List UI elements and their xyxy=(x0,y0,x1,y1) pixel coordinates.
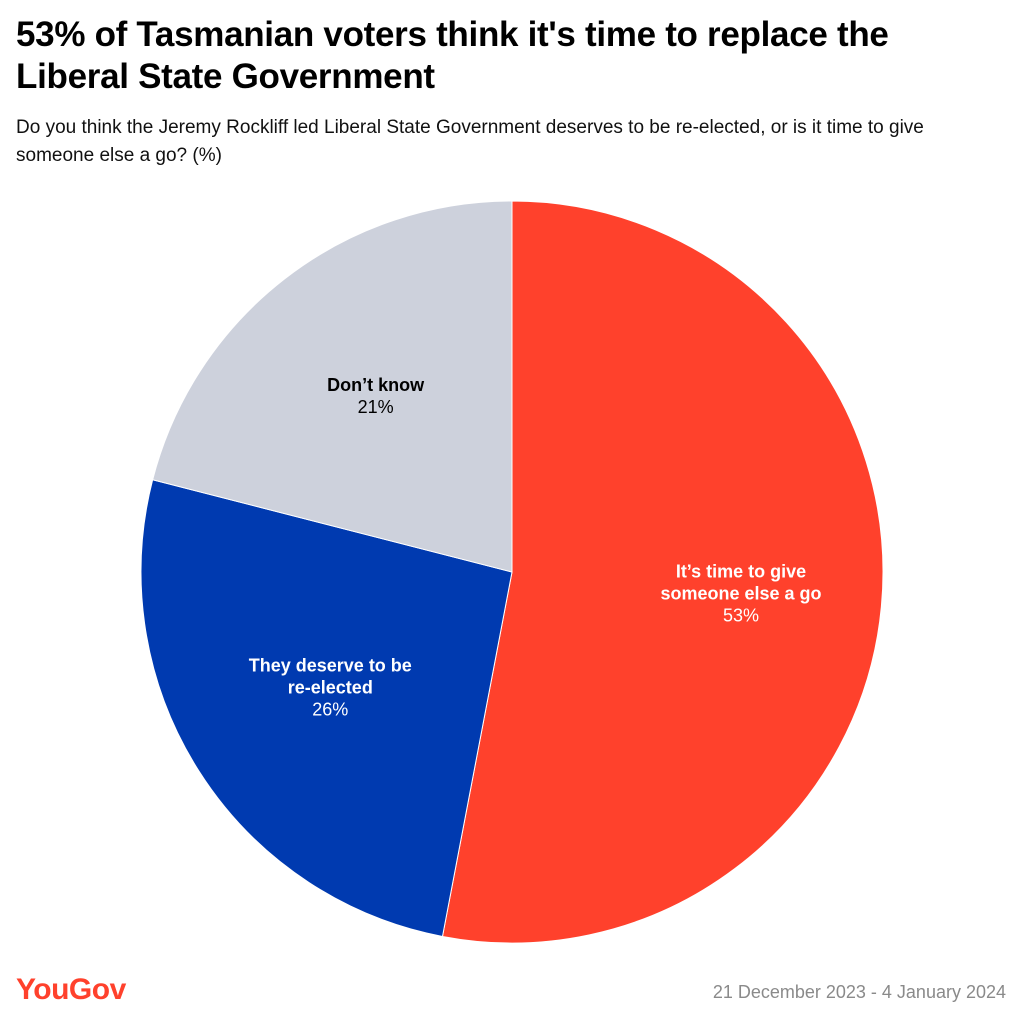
slice-value-label: 21% xyxy=(358,397,394,417)
chart-title: 53% of Tasmanian voters think it's time … xyxy=(16,15,889,96)
slice-label-name: Don’t know xyxy=(327,375,425,395)
slice-label-name: someone else a go xyxy=(660,584,821,604)
slice-label-deserve-to-be-re-elected: They deserve to be re-elected 26% xyxy=(249,655,412,719)
slice-label-dont-know: Don’t know 21% xyxy=(327,375,425,417)
yougov-logo: YouGov xyxy=(16,973,126,1006)
pie-slices xyxy=(140,200,884,944)
slice-value-label: 26% xyxy=(312,699,348,719)
slice-label-name: They deserve to be xyxy=(249,655,412,675)
pie-slice-time-to-give-someone-else-a-go xyxy=(441,200,884,944)
slice-label-name: It’s time to give xyxy=(676,562,806,582)
chart-subtitle: Do you think the Jeremy Rockliff led Lib… xyxy=(16,117,924,166)
pie-slice-deserve-to-be-re-elected xyxy=(140,479,513,938)
slice-label-name: re-elected xyxy=(288,677,373,697)
fieldwork-date: 21 December 2023 - 4 January 2024 xyxy=(712,982,1006,1002)
slice-value-label: 53% xyxy=(723,606,759,626)
pie-slice-dont-know xyxy=(152,200,513,573)
slice-label-time-to-give-someone-else-a-go: It’s time to give someone else a go 53% xyxy=(660,562,821,626)
pie-labels: It’s time to give someone else a go 53% The… xyxy=(249,375,822,719)
